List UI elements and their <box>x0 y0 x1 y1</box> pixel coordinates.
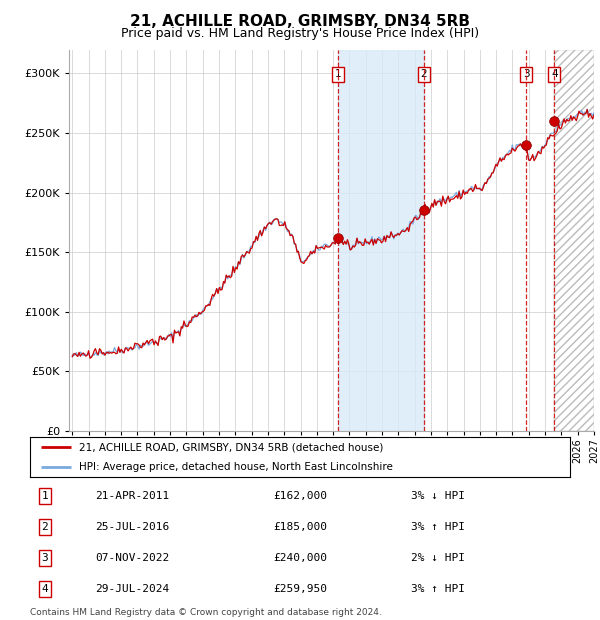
Text: Price paid vs. HM Land Registry's House Price Index (HPI): Price paid vs. HM Land Registry's House … <box>121 27 479 40</box>
Text: 21-APR-2011: 21-APR-2011 <box>95 491 169 501</box>
Text: £162,000: £162,000 <box>273 491 327 501</box>
Text: 29-JUL-2024: 29-JUL-2024 <box>95 584 169 594</box>
Text: 3% ↑ HPI: 3% ↑ HPI <box>411 522 465 532</box>
Text: 3: 3 <box>523 69 530 79</box>
Text: 1: 1 <box>41 491 49 501</box>
Text: 07-NOV-2022: 07-NOV-2022 <box>95 553 169 563</box>
Bar <box>338 50 424 431</box>
Text: 3% ↑ HPI: 3% ↑ HPI <box>411 584 465 594</box>
Text: £259,950: £259,950 <box>273 584 327 594</box>
Text: 1: 1 <box>335 69 341 79</box>
Text: 4: 4 <box>41 584 49 594</box>
Text: 3: 3 <box>41 553 49 563</box>
Text: 3% ↓ HPI: 3% ↓ HPI <box>411 491 465 501</box>
Text: 21, ACHILLE ROAD, GRIMSBY, DN34 5RB: 21, ACHILLE ROAD, GRIMSBY, DN34 5RB <box>130 14 470 29</box>
Text: 2: 2 <box>421 69 427 79</box>
Text: £240,000: £240,000 <box>273 553 327 563</box>
Text: 4: 4 <box>551 69 557 79</box>
Text: 25-JUL-2016: 25-JUL-2016 <box>95 522 169 532</box>
Text: 2% ↓ HPI: 2% ↓ HPI <box>411 553 465 563</box>
Text: HPI: Average price, detached house, North East Lincolnshire: HPI: Average price, detached house, Nort… <box>79 463 392 472</box>
Text: 2: 2 <box>41 522 49 532</box>
Text: £185,000: £185,000 <box>273 522 327 532</box>
Bar <box>554 50 594 431</box>
Text: 21, ACHILLE ROAD, GRIMSBY, DN34 5RB (detached house): 21, ACHILLE ROAD, GRIMSBY, DN34 5RB (det… <box>79 442 383 452</box>
Text: Contains HM Land Registry data © Crown copyright and database right 2024.: Contains HM Land Registry data © Crown c… <box>30 608 382 617</box>
